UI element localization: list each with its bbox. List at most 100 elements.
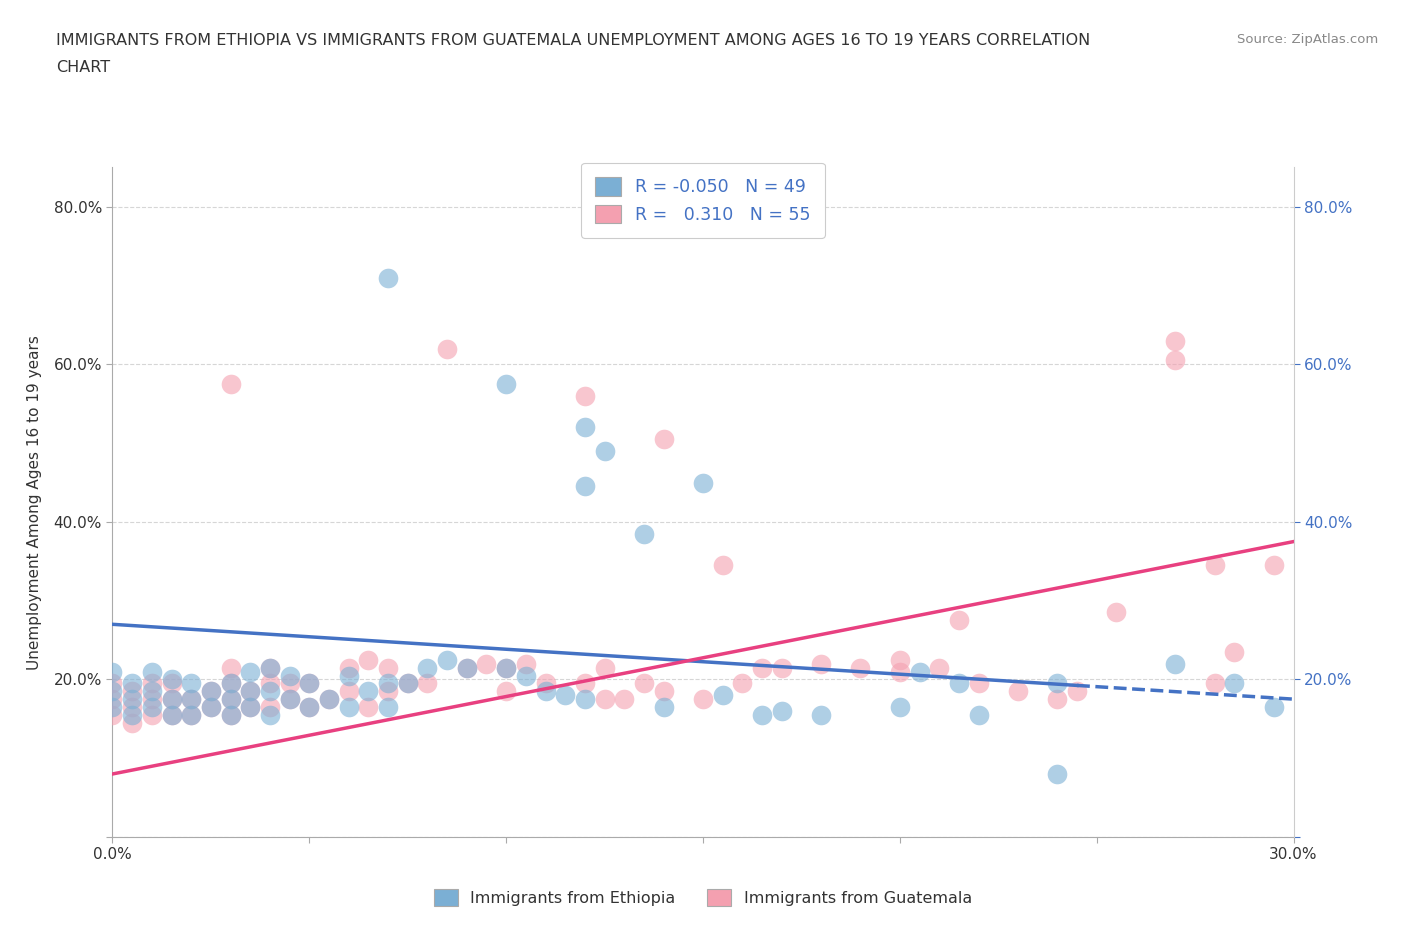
Point <box>121 676 143 691</box>
Point <box>1204 676 1226 691</box>
Point <box>593 660 616 675</box>
Point <box>377 660 399 675</box>
Point <box>1204 558 1226 573</box>
Point <box>967 676 990 691</box>
Point <box>633 526 655 541</box>
Point <box>160 672 183 687</box>
Point <box>298 699 321 714</box>
Point <box>298 676 321 691</box>
Point <box>377 699 399 714</box>
Point <box>219 708 242 723</box>
Point <box>456 660 478 675</box>
Point <box>101 692 124 707</box>
Point <box>1105 605 1128 620</box>
Point <box>810 708 832 723</box>
Point <box>337 699 360 714</box>
Point <box>475 657 498 671</box>
Point <box>574 420 596 435</box>
Point <box>141 676 163 691</box>
Point <box>1164 657 1187 671</box>
Point <box>633 676 655 691</box>
Point <box>1263 558 1285 573</box>
Point <box>377 271 399 286</box>
Point <box>239 664 262 679</box>
Point <box>396 676 419 691</box>
Point <box>101 708 124 723</box>
Point <box>219 377 242 392</box>
Point <box>436 652 458 667</box>
Point <box>1223 644 1246 659</box>
Point <box>121 708 143 723</box>
Point <box>101 699 124 714</box>
Point <box>1164 353 1187 368</box>
Point <box>692 692 714 707</box>
Point <box>259 699 281 714</box>
Point <box>456 660 478 675</box>
Point <box>515 657 537 671</box>
Point <box>515 668 537 683</box>
Point <box>239 684 262 698</box>
Point <box>377 684 399 698</box>
Point <box>1263 699 1285 714</box>
Point <box>593 692 616 707</box>
Legend: R = -0.050   N = 49, R =   0.310   N = 55: R = -0.050 N = 49, R = 0.310 N = 55 <box>582 163 824 238</box>
Point <box>1046 692 1069 707</box>
Point <box>1007 684 1029 698</box>
Point <box>574 676 596 691</box>
Point <box>219 692 242 707</box>
Point <box>219 676 242 691</box>
Point <box>180 692 202 707</box>
Point <box>416 676 439 691</box>
Point <box>652 684 675 698</box>
Point <box>574 692 596 707</box>
Point <box>200 699 222 714</box>
Point <box>810 657 832 671</box>
Point <box>1066 684 1088 698</box>
Point <box>889 652 911 667</box>
Point <box>1046 766 1069 781</box>
Point <box>318 692 340 707</box>
Point <box>278 676 301 691</box>
Point <box>219 660 242 675</box>
Point <box>121 715 143 730</box>
Point <box>967 708 990 723</box>
Text: IMMIGRANTS FROM ETHIOPIA VS IMMIGRANTS FROM GUATEMALA UNEMPLOYMENT AMONG AGES 16: IMMIGRANTS FROM ETHIOPIA VS IMMIGRANTS F… <box>56 33 1091 47</box>
Point <box>318 692 340 707</box>
Point <box>534 676 557 691</box>
Point <box>180 692 202 707</box>
Point <box>357 684 380 698</box>
Point <box>160 692 183 707</box>
Point <box>259 676 281 691</box>
Point <box>141 699 163 714</box>
Point <box>239 699 262 714</box>
Point <box>928 660 950 675</box>
Point <box>259 708 281 723</box>
Point <box>239 699 262 714</box>
Point <box>200 699 222 714</box>
Point <box>357 652 380 667</box>
Point <box>121 684 143 698</box>
Point <box>495 377 517 392</box>
Point <box>219 692 242 707</box>
Point <box>180 676 202 691</box>
Point <box>219 708 242 723</box>
Point <box>495 660 517 675</box>
Point <box>101 676 124 691</box>
Point <box>1046 676 1069 691</box>
Point <box>495 684 517 698</box>
Point <box>692 475 714 490</box>
Point <box>849 660 872 675</box>
Point <box>495 660 517 675</box>
Point <box>239 684 262 698</box>
Point <box>751 708 773 723</box>
Point <box>337 684 360 698</box>
Point <box>278 692 301 707</box>
Point <box>180 708 202 723</box>
Point <box>160 692 183 707</box>
Point <box>259 660 281 675</box>
Point <box>278 692 301 707</box>
Point <box>554 688 576 703</box>
Point <box>121 692 143 707</box>
Point <box>357 699 380 714</box>
Point <box>711 688 734 703</box>
